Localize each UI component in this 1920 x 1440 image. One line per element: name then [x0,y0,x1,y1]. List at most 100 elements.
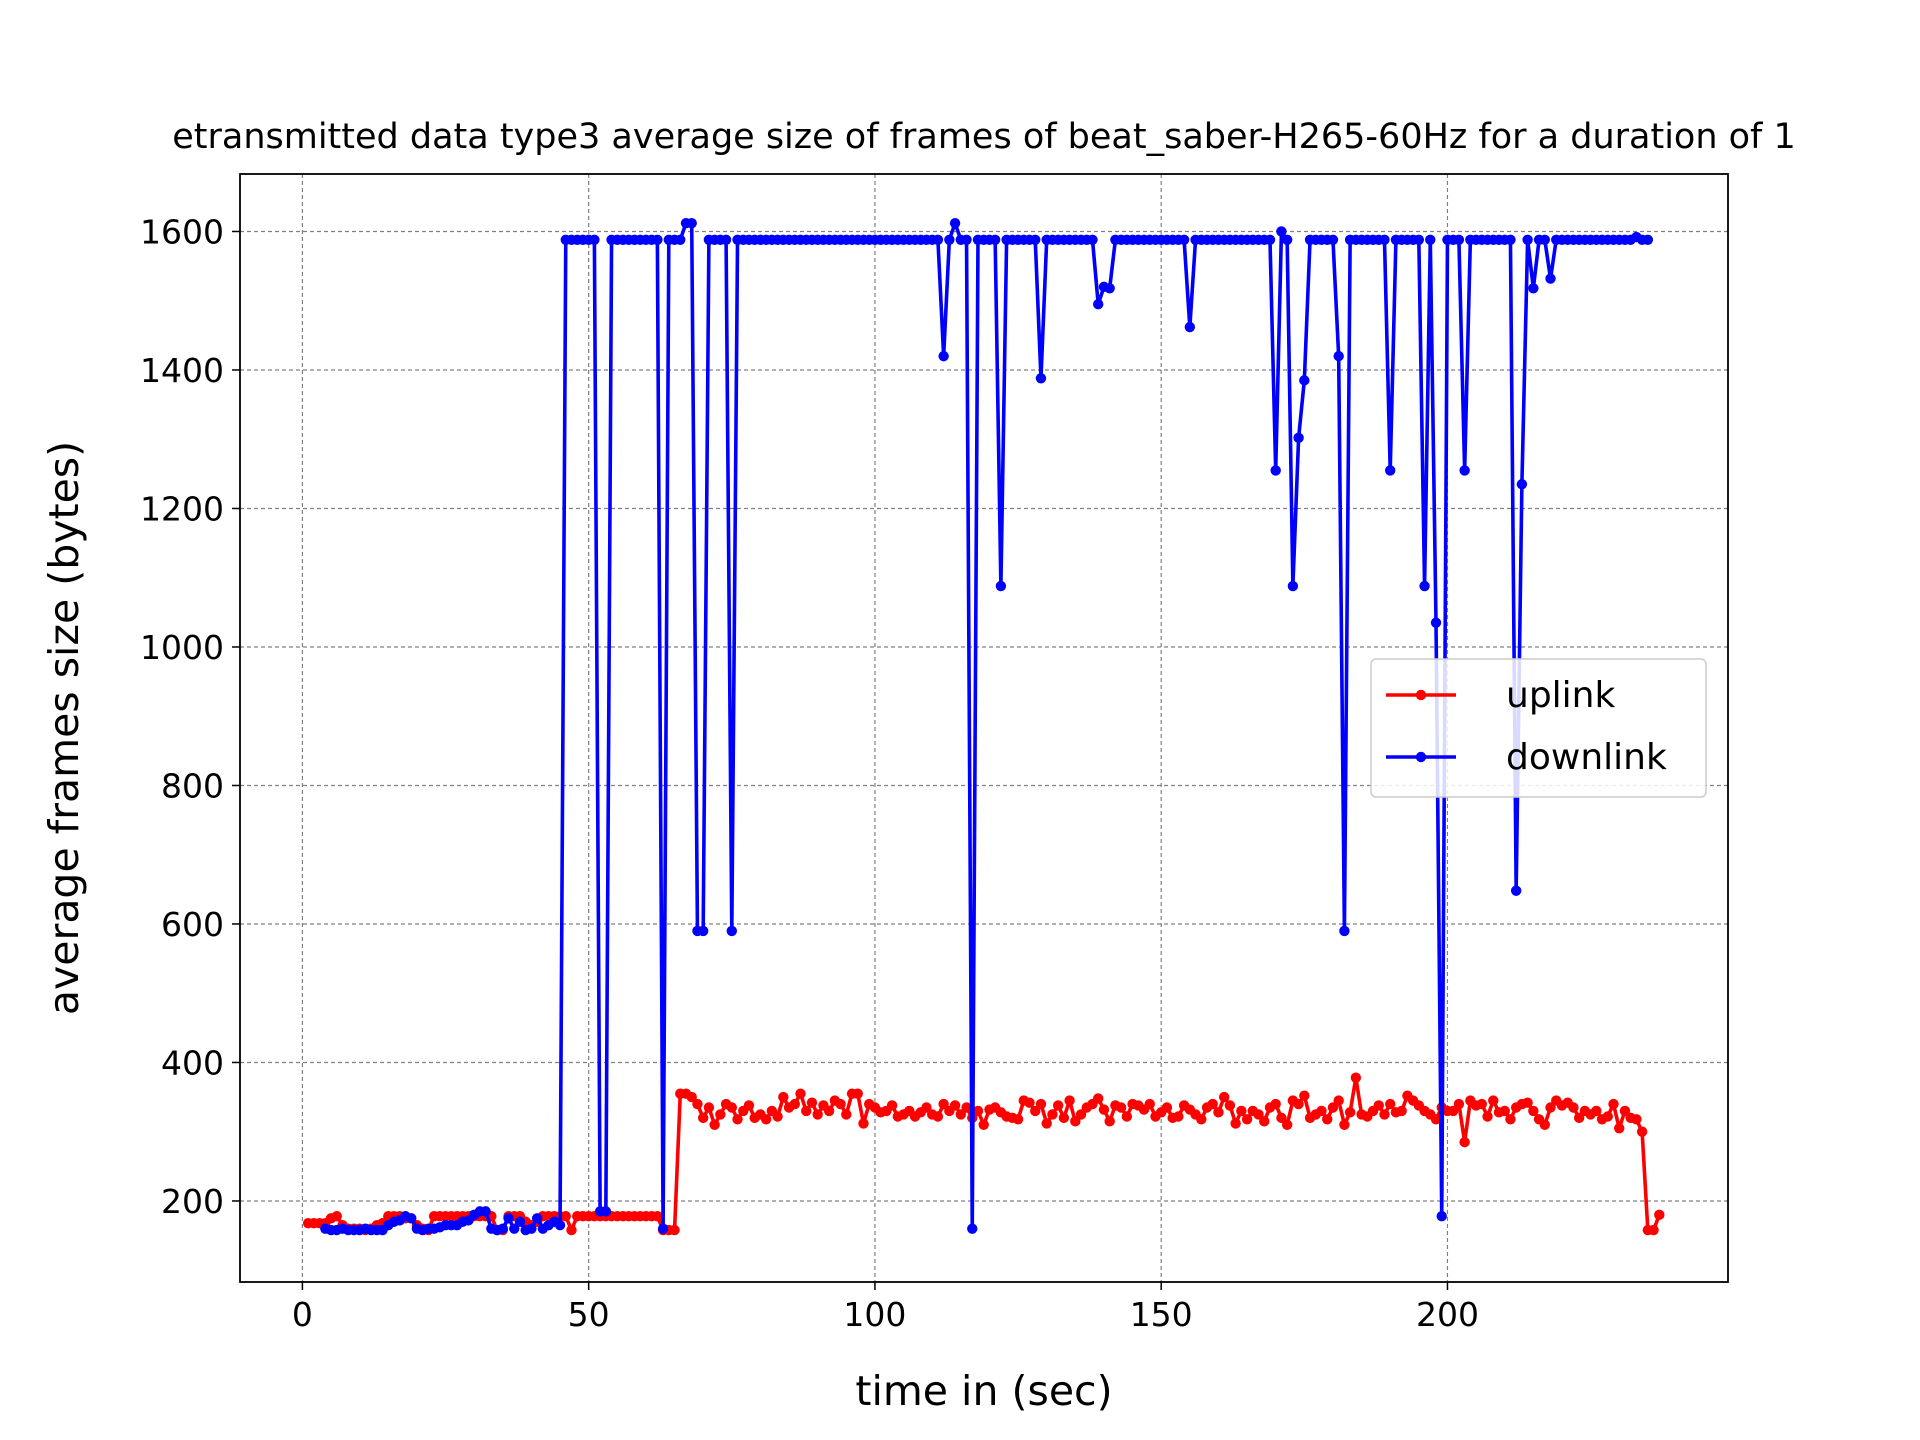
point [1522,1097,1533,1108]
point [978,1119,989,1131]
point [1161,1102,1173,1113]
point [1173,1111,1184,1122]
point [732,1114,743,1125]
point [697,1112,709,1124]
y-axis-label: average frames size (bytes) [40,441,88,1015]
point [726,925,738,937]
point [554,1220,566,1231]
point [480,1206,491,1217]
point [1087,234,1098,245]
point [1379,234,1390,245]
point [1293,432,1304,444]
point [823,1105,835,1117]
x-tick-label: 150 [1130,1295,1193,1334]
point [852,1088,863,1099]
point [1379,1109,1390,1120]
point [1207,1098,1218,1110]
legend-label: downlink [1506,737,1667,778]
point [686,1091,697,1103]
point [967,1223,978,1234]
point [531,1213,543,1224]
point [1075,1109,1087,1120]
point [1030,1105,1041,1117]
point [1035,1098,1047,1110]
point [697,925,709,937]
point [600,1206,612,1217]
point [1488,1095,1499,1106]
point [841,1109,852,1120]
x-tick-label: 200 [1416,1295,1479,1334]
point [509,1223,520,1234]
point [1047,1109,1058,1120]
point [1293,1098,1304,1110]
point [1264,234,1276,245]
plot-frame [239,173,1729,1283]
point [331,1211,342,1222]
point [1373,1100,1384,1111]
point [1636,1126,1648,1137]
point [938,350,949,362]
point [1115,1102,1127,1113]
point [1568,1102,1579,1113]
point [669,1224,680,1236]
point [772,1111,783,1122]
point [972,1105,984,1117]
point [1505,1114,1516,1125]
point [675,234,686,245]
point [1213,1107,1224,1118]
y-tick-label: 1200 [140,489,224,528]
point [1241,1114,1253,1125]
point [1385,1098,1396,1110]
point [1430,617,1442,628]
point [1339,1119,1350,1131]
point [1447,1105,1459,1117]
point [652,1211,663,1222]
point [778,1091,789,1103]
point [1333,1095,1344,1106]
point [686,217,697,229]
point [1516,479,1528,490]
point [1035,373,1047,384]
point [789,1098,800,1110]
point [1121,1111,1133,1122]
point [1648,1224,1659,1236]
point [1030,234,1041,245]
point [938,1098,949,1110]
point [1184,321,1196,333]
point [1631,1114,1642,1125]
point [1287,580,1299,592]
x-tick-label: 100 [843,1295,906,1334]
point [1178,234,1190,245]
y-tick-label: 1400 [140,351,224,390]
point [949,1100,961,1111]
point [886,1100,898,1111]
point [961,234,972,245]
point [1350,1072,1362,1083]
point [1453,234,1465,245]
point [1259,1116,1270,1127]
point [1012,1114,1024,1125]
point [1104,1116,1115,1127]
point [1430,1114,1442,1125]
point [497,1223,508,1234]
point [1299,375,1310,386]
point [812,1109,823,1120]
point [1224,1100,1236,1111]
point [1419,580,1430,592]
point [806,1097,818,1108]
point [720,234,732,245]
point [858,1118,869,1129]
point [1425,234,1436,245]
point [949,217,961,229]
point [1041,1118,1052,1129]
point [1539,234,1550,245]
point [1281,1119,1293,1131]
point [1528,1105,1539,1117]
point [589,234,600,245]
point [995,580,1007,592]
point [795,1088,806,1099]
point [1270,465,1281,476]
point [1522,234,1533,245]
point [1539,1119,1550,1131]
